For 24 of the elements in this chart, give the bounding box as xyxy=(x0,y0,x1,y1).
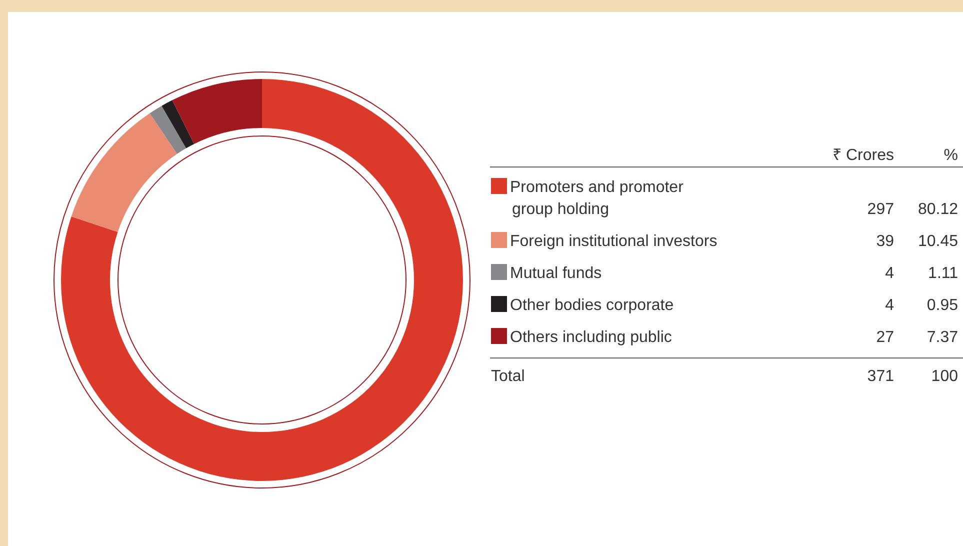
donut-slice xyxy=(71,113,178,232)
data-label: 7.37 xyxy=(926,329,958,346)
donut-slice xyxy=(172,79,262,144)
data-label: 10.45 xyxy=(918,233,958,250)
text: 27 xyxy=(876,329,894,346)
text: 297 xyxy=(867,201,894,218)
text: 100 xyxy=(931,368,958,385)
text: 4 xyxy=(885,265,894,282)
data-label: 1.11 xyxy=(928,265,958,282)
donut-slice xyxy=(150,106,186,154)
text: ₹ Crores xyxy=(832,147,894,164)
donut-slice xyxy=(162,100,194,148)
text: Total xyxy=(491,368,525,385)
text: 39 xyxy=(876,233,894,250)
text: 371 xyxy=(867,368,894,385)
legend-label: Others including public xyxy=(510,329,672,346)
legend-label: Promoters and promoter group holding xyxy=(510,179,684,218)
legend-label: Foreign institutional investors xyxy=(510,233,718,250)
data-label: 0.95 xyxy=(926,297,958,314)
text: 4 xyxy=(885,297,894,314)
text: % xyxy=(944,147,958,164)
data-label: 80.12 xyxy=(918,201,958,218)
legend-label: Mutual funds xyxy=(510,265,602,282)
legend-label: Other bodies corporate xyxy=(510,297,674,314)
